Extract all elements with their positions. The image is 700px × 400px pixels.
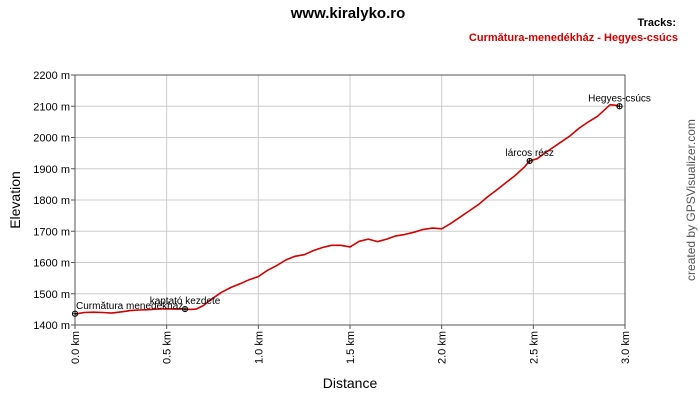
y-axis-label: Elevation xyxy=(7,171,23,229)
legend-series-label: Curmătura-menedékház - Hegyes-csúcs xyxy=(469,32,678,44)
axis-ticks: 1400 m 1500 m 1600 m 1700 m 1800 m 1900 m 2000… xyxy=(33,70,632,364)
x-tick-label: 1.5 km xyxy=(345,331,357,364)
chart-title: www.kiralyko.ro xyxy=(290,5,406,22)
y-tick-label: 1600 m xyxy=(33,258,70,270)
legend-heading: Tracks: xyxy=(637,17,676,29)
elevation-line xyxy=(74,103,620,315)
waypoint-label: kaptató kezdete xyxy=(150,296,221,307)
y-tick-label: 2200 m xyxy=(33,70,70,82)
y-tick-label: 2100 m xyxy=(33,101,70,113)
y-tick-label: 1800 m xyxy=(33,195,70,207)
y-tick-label: 2000 m xyxy=(33,133,70,145)
x-tick-label: 0.0 km xyxy=(70,331,82,364)
x-tick-label: 3.0 km xyxy=(620,331,632,364)
waypoint-label: Curmătura menedékház xyxy=(76,301,183,312)
credit-text: created by GPSVisualizer.com xyxy=(684,119,698,281)
x-axis-label: Distance xyxy=(323,375,378,391)
waypoint-label: lárcos rész xyxy=(505,148,553,159)
x-tick-label: 2.0 km xyxy=(437,331,449,364)
y-tick-label: 1400 m xyxy=(33,320,70,332)
y-tick-label: 1900 m xyxy=(33,164,70,176)
grid xyxy=(74,74,626,326)
y-tick-label: 1700 m xyxy=(33,226,70,238)
x-tick-label: 0.5 km xyxy=(162,331,174,364)
x-tick-label: 1.0 km xyxy=(253,331,265,364)
waypoint-label: Hegyes-csúcs xyxy=(588,93,651,104)
y-tick-label: 1500 m xyxy=(33,289,70,301)
x-tick-label: 2.5 km xyxy=(528,331,540,364)
